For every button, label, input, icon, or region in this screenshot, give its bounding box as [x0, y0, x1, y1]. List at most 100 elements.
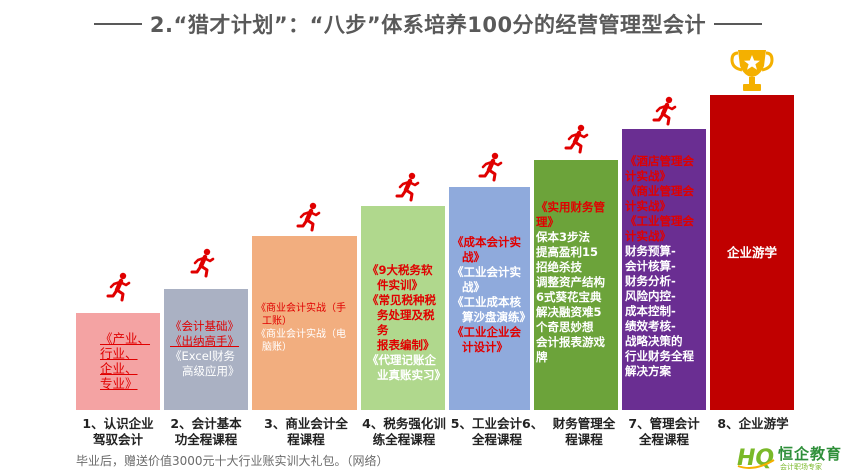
step-7-line: 行业财务全程 — [625, 349, 694, 363]
step-6-line: 保本3步法 — [536, 230, 591, 244]
step-label-line: 全程课程 — [638, 432, 689, 447]
step-3-line: 工账） — [262, 316, 292, 327]
step-1-label: 1、认识企业 驾驭会计 — [72, 416, 164, 448]
step-3-bar: 《商业会计实战（手 工账） 《商业会计实战（电 脑账） — [252, 236, 357, 410]
step-6-line: 招绝杀技 — [536, 260, 582, 274]
step-7-line: 绩效考核- — [625, 319, 676, 333]
step-4-line: 《9大税务软 — [367, 263, 433, 277]
trophy-icon — [730, 50, 774, 91]
step-label-line: 8、企业游学 — [717, 416, 789, 431]
step-label-line: 1、认识企业 — [82, 416, 154, 431]
step-7-line: 成本控制- — [625, 304, 676, 318]
step-5-line: 战》 — [462, 280, 485, 294]
logo-text: 恒企教育 — [778, 445, 843, 463]
step-5-line: 《工业会计实 — [452, 265, 521, 279]
step-5-line: 《工业企业会 — [452, 325, 521, 339]
step-7-label: 7、管理会计 全程课程 — [620, 416, 708, 448]
step-label-line: 程课程 — [565, 432, 603, 447]
step-5-label: 5、工业会计6、 全程课程 — [450, 416, 544, 448]
step-7-line: 会计核算- — [625, 259, 676, 273]
page-title-row: 2.“猎才计划”：“八步”体系培养100分的经营管理型会计 — [0, 8, 856, 40]
step-5-line: 计设计》 — [462, 340, 508, 354]
step-3-line: 《商业会计实战（电 — [256, 329, 346, 340]
page-title: 2.“猎才计划”：“八步”体系培养100分的经营管理型会计 — [149, 13, 707, 37]
step-2-line: 《会计基础》 — [170, 319, 239, 333]
step-6-line: 提高盈利15 — [536, 245, 599, 259]
runner-icon — [190, 248, 215, 278]
step-7-line: 财务预算- — [625, 244, 676, 258]
step-label-line: 7、管理会计 — [628, 416, 700, 431]
step-7-line: 《商业管理会 — [625, 184, 694, 198]
step-5-line: 算沙盘演练》 — [462, 310, 530, 324]
step-3-line: 脑账） — [262, 342, 292, 353]
step-6-line: 6式葵花宝典 — [536, 290, 602, 304]
step-6-line: 解决融资难5 — [536, 305, 602, 319]
runner-icon — [564, 124, 589, 154]
step-6-bar: 《实用财务管 理》 保本3步法 提高盈利15 招绝杀技 调整资产结构 6式葵花宝… — [534, 160, 618, 410]
step-6-line: 牌 — [536, 350, 548, 364]
step-6-label: 财务管理全 程课程 — [544, 416, 624, 448]
step-5-line: 《成本会计实 — [452, 235, 521, 249]
step-1-line: 行业、 — [100, 346, 138, 361]
step-4-line: 务处理及税务 — [377, 308, 435, 337]
step-label-line: 3、商业会计全 — [264, 416, 348, 431]
step-4-line: 《常见税种税 — [367, 293, 436, 307]
step-5-line: 《工业成本核 — [452, 295, 521, 309]
step-label-line: 全程课程 — [471, 432, 522, 447]
step-7-line: 计实战》 — [625, 199, 671, 213]
step-label-line: 4、税务强化训 — [362, 416, 446, 431]
step-label-line: 程课程 — [287, 432, 325, 447]
step-label-line: 驾驭会计 — [92, 432, 143, 447]
runner-icon — [652, 96, 677, 126]
step-2-line: 《Excel财务 — [170, 349, 235, 363]
step-8-label: 8、企业游学 — [708, 416, 798, 432]
runner-icon — [106, 272, 131, 302]
brand-logo: HQ 恒企教育 会计职场专家 — [736, 440, 854, 472]
step-label-line: 功全程课程 — [174, 432, 238, 447]
step-7-line: 计实战》 — [625, 169, 671, 183]
step-4-line: 《代理记账企 — [367, 353, 436, 367]
step-7-line: 解决方案 — [625, 364, 671, 378]
step-7-bar: 《酒店管理会 计实战》 《商业管理会 计实战》 《工业管理会 计实战》 财务预算… — [622, 129, 706, 410]
step-2-line: 《出纳高手》 — [170, 334, 239, 348]
step-6-line: 会计报表游戏 — [536, 335, 605, 349]
step-2-bar: 《会计基础》 《出纳高手》 《Excel财务 高级应用》 — [164, 289, 248, 410]
runner-icon — [395, 172, 420, 202]
step-5-line: 战》 — [462, 250, 485, 264]
step-1-bar: 《产业、 行业、 企业、 专业》 — [76, 313, 160, 410]
step-4-line: 件实训》 — [377, 278, 423, 292]
logo-subtext: 会计职场专家 — [780, 463, 822, 471]
step-8-bar: 企业游学 — [710, 95, 794, 410]
step-1-line: 专业》 — [100, 376, 138, 391]
step-4-label: 4、税务强化训 练全程课程 — [356, 416, 452, 448]
step-label-line: 练全程课程 — [372, 432, 436, 447]
hq-logo-icon: HQ — [737, 446, 775, 470]
step-7-line: 财务分析- — [625, 274, 676, 288]
step-4-bar: 《9大税务软 件实训》 《常见税种税 务处理及税务 报表编制》 《代理记账企 业… — [361, 206, 445, 410]
step-6-line: 《实用财务管 — [536, 200, 605, 214]
step-6-line: 调整资产结构 — [536, 275, 605, 289]
step-label-line: 财务管理全 — [552, 416, 616, 431]
step-4-line: 报表编制》 — [377, 338, 435, 352]
step-6-line: 个奇思妙想 — [536, 320, 594, 334]
step-1-line: 《产业、 — [100, 331, 151, 346]
title-right-rule — [714, 23, 763, 25]
step-2-line: 高级应用》 — [182, 364, 240, 378]
runner-icon — [296, 202, 321, 232]
step-1-line: 企业、 — [100, 361, 138, 376]
footer-note: 毕业后，赠送价值3000元十大行业账实训大礼包。（网络） — [76, 454, 389, 468]
step-7-line: 战略决策的 — [625, 334, 683, 348]
step-7-line: 计实战》 — [625, 229, 671, 243]
step-2-label: 2、会计基本 功全程课程 — [160, 416, 252, 448]
step-3-line: 《商业会计实战（手 — [256, 303, 346, 314]
step-label-line: 5、工业会计6、 — [450, 416, 544, 431]
runner-icon — [478, 152, 503, 182]
step-7-line: 《工业管理会 — [625, 214, 694, 228]
step-label-line: 2、会计基本 — [170, 416, 242, 431]
step-7-line: 风险内控- — [625, 289, 676, 303]
title-left-rule — [93, 23, 142, 25]
step-5-bar: 《成本会计实 战》 《工业会计实 战》 《工业成本核 算沙盘演练》 《工业企业会… — [449, 187, 530, 410]
step-8-line: 企业游学 — [726, 245, 777, 260]
svg-text:HQ: HQ — [737, 446, 774, 470]
step-6-line: 理》 — [536, 215, 559, 229]
